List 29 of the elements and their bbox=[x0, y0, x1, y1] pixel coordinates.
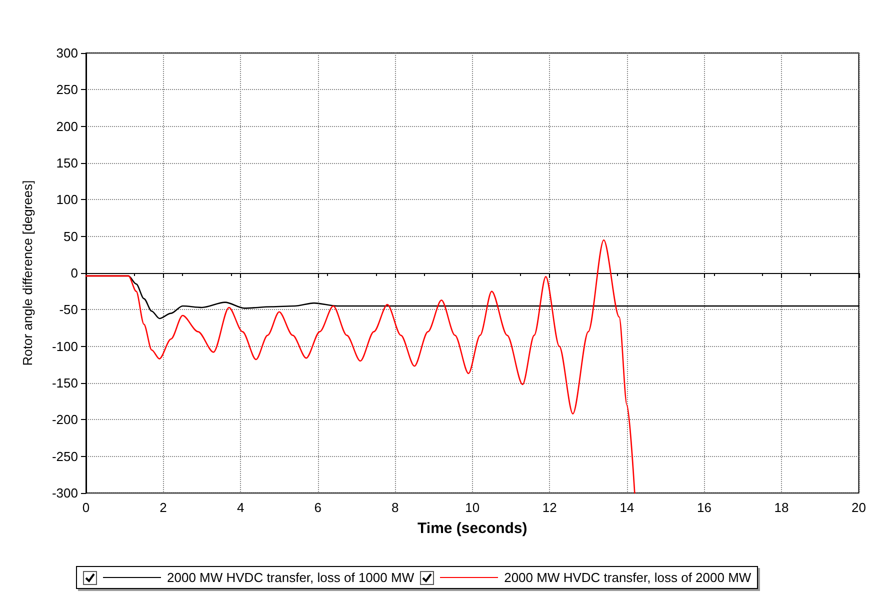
legend-label: 2000 MW HVDC transfer, loss of 1000 MW bbox=[167, 570, 414, 585]
x-tick-label: 4 bbox=[236, 500, 244, 515]
line-series bbox=[85, 239, 636, 494]
x-tick-label: 20 bbox=[852, 500, 866, 515]
x-tick-label: 6 bbox=[314, 500, 322, 515]
legend-label: 2000 MW HVDC transfer, loss of 2000 MW bbox=[504, 570, 752, 585]
y-tick-label: 250 bbox=[56, 82, 78, 98]
y-tick-label: 200 bbox=[56, 118, 78, 134]
y-tick-label: 150 bbox=[56, 156, 78, 170]
x-tick-label: 12 bbox=[542, 500, 557, 515]
y-tick-label: -150 bbox=[52, 376, 78, 390]
y-tick-label: -100 bbox=[52, 338, 78, 354]
x-tick-label: 18 bbox=[774, 500, 789, 515]
x-tick-label: 16 bbox=[696, 500, 712, 515]
x-tick-label: 8 bbox=[391, 500, 399, 515]
x-axis-title: Time (seconds) bbox=[418, 520, 528, 537]
y-tick-label: -200 bbox=[52, 412, 78, 428]
x-tick-label: 10 bbox=[465, 500, 480, 515]
y-tick-label: 300 bbox=[56, 46, 78, 60]
y-tick-label: 0 bbox=[70, 266, 78, 280]
y-tick-label: 100 bbox=[56, 192, 78, 208]
y-axis-title: Rotor angle difference [degrees] bbox=[20, 180, 35, 366]
y-tick-label: -300 bbox=[52, 486, 78, 500]
x-tick-label: 14 bbox=[620, 500, 634, 515]
y-tick-label: -250 bbox=[52, 448, 78, 464]
x-tick-label: 2 bbox=[160, 500, 167, 515]
y-tick-label: 50 bbox=[64, 228, 78, 244]
y-tick-label: -50 bbox=[59, 302, 78, 318]
x-tick-label: 0 bbox=[82, 500, 90, 515]
